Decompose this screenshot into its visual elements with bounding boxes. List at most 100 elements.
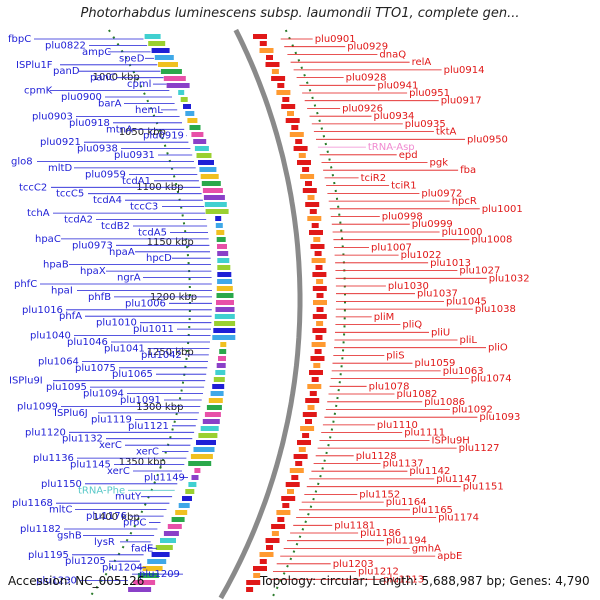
left-gene-label: plu0959 [85, 169, 126, 180]
right-gene-label: plu1110 [377, 420, 418, 431]
right-gene-label: tciR2 [361, 173, 387, 184]
reverse-feature [293, 454, 308, 459]
right-gene-label: plu0914 [444, 65, 485, 76]
reverse-feature [302, 412, 317, 417]
left-gene-label: mltD [48, 163, 72, 174]
forward-feature [202, 419, 220, 424]
map-title: Photorhabdus luminescens subsp. laumondi… [80, 6, 520, 21]
right-gene-label: plu1186 [360, 528, 401, 539]
reverse-feature [281, 496, 296, 501]
forward-feature [202, 188, 223, 193]
left-gene-label: plu0900 [61, 92, 102, 103]
forward-feature [218, 356, 226, 361]
left-gene-label: hemL [135, 105, 163, 116]
forward-feature [214, 321, 236, 326]
reverse-feature [310, 356, 325, 361]
reverse-feature [285, 482, 300, 487]
reverse-feature [271, 524, 286, 529]
forward-feature [216, 237, 226, 242]
reverse-feature [259, 552, 274, 557]
left-gene-label: plu1011 [133, 324, 174, 335]
left-gene-label: ngrA [117, 273, 141, 284]
forward-feature [217, 265, 231, 270]
reverse-feature [307, 216, 322, 221]
left-gene-label: xerC [107, 466, 130, 477]
forward-feature [196, 153, 212, 158]
left-gene-label: mutY [115, 492, 142, 503]
left-gene-label: xerC [136, 447, 159, 458]
right-gene-label: plu1203 [333, 559, 374, 570]
left-gene-label: hpaX [80, 266, 106, 277]
right-gene-label: plu1111 [404, 428, 445, 439]
forward-feature [160, 69, 182, 74]
right-gene-label: plu0950 [467, 134, 508, 145]
reverse-feature [282, 503, 290, 508]
left-gene-label: hpcD [146, 253, 172, 264]
forward-feature [201, 181, 221, 186]
forward-feature [191, 132, 204, 137]
forward-feature [212, 335, 236, 340]
forward-feature [147, 559, 167, 564]
forward-feature [203, 195, 225, 200]
reverse-feature [310, 244, 325, 249]
left-gene-label: plu1121 [128, 421, 169, 432]
right-gene-label: plu1174 [438, 513, 479, 524]
left-gene-label: plu1094 [83, 389, 124, 400]
reverse-feature [311, 377, 319, 382]
forward-feature [166, 83, 190, 88]
forward-feature [204, 412, 221, 417]
left-gene-label: ampC [82, 47, 111, 58]
right-gene-label: plu1000 [442, 227, 483, 238]
left-gene-label: plu0918 [69, 118, 110, 129]
left-gene-label: plu1168 [12, 498, 53, 509]
left-gene-label: phfB [88, 292, 111, 303]
left-gene-label: tchA [27, 208, 50, 219]
right-gene-label: pliU [431, 327, 450, 338]
right-gene-label: pliM [374, 312, 395, 323]
reverse-feature [277, 517, 285, 522]
left-gene-label: tcdA4 [93, 195, 122, 206]
forward-feature [190, 454, 213, 459]
right-gene-label: plu0998 [382, 212, 423, 223]
genome-summary: Topology: circular; Length: 5,688,987 bp… [260, 574, 590, 588]
reverse-feature [293, 146, 308, 151]
reverse-feature [316, 307, 324, 312]
forward-feature [178, 90, 185, 95]
right-gene-label: plu1007 [371, 242, 412, 253]
reverse-feature [309, 391, 317, 396]
forward-feature [167, 524, 182, 529]
forward-feature [128, 587, 152, 592]
forward-feature [215, 216, 222, 221]
reverse-feature [277, 83, 285, 88]
left-gene-label: plu1099 [17, 402, 58, 413]
right-gene-label: pliL [460, 335, 478, 346]
reverse-feature [309, 209, 317, 214]
reverse-feature [246, 587, 254, 592]
reverse-feature [312, 314, 327, 319]
forward-feature [193, 139, 207, 144]
reverse-feature [291, 125, 299, 130]
forward-feature [163, 76, 186, 81]
reverse-feature [305, 202, 320, 207]
reverse-feature [253, 34, 267, 39]
right-gene-label: pliO [488, 343, 508, 354]
reverse-feature [302, 167, 310, 172]
reverse-feature [311, 342, 326, 347]
reverse-feature [312, 272, 327, 277]
reverse-feature [313, 300, 327, 305]
reverse-feature [297, 440, 311, 445]
forward-feature [182, 496, 192, 501]
left-gene-label: plu1041 [104, 344, 145, 355]
reverse-feature [265, 538, 280, 543]
reverse-feature [259, 48, 274, 53]
left-gene-label: plu1091 [120, 395, 161, 406]
forward-feature [180, 97, 188, 102]
forward-feature [163, 531, 179, 536]
left-gene-label: plu1132 [62, 434, 103, 445]
reverse-feature [295, 139, 303, 144]
reverse-feature [291, 475, 299, 480]
left-gene-label: barA [98, 99, 122, 110]
forward-feature [188, 482, 197, 487]
reverse-feature [297, 160, 311, 165]
forward-feature [212, 384, 225, 389]
